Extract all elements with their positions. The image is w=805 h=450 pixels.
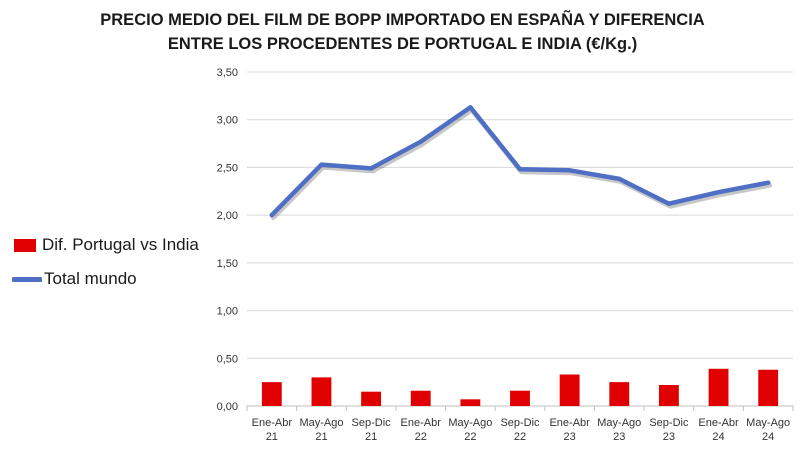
legend-item-line: Total mundo xyxy=(12,262,199,296)
y-tick-label: 3,50 xyxy=(217,67,238,79)
series-line xyxy=(269,105,771,218)
y-tick-label: 3,00 xyxy=(217,115,238,127)
x-tick-label: May-Ago xyxy=(746,417,790,429)
x-tick-label-year: 21 xyxy=(315,431,327,443)
x-tick-label-year: 24 xyxy=(762,431,774,443)
y-tick-label: 1,00 xyxy=(217,306,238,318)
x-tick-label-year: 22 xyxy=(514,431,526,443)
bar xyxy=(510,390,530,406)
bar xyxy=(559,374,580,406)
x-tick-label: Sep-Dic xyxy=(649,417,689,429)
legend-label-bars: Dif. Portugal vs India xyxy=(42,235,199,254)
x-tick-label: Ene-Abr xyxy=(698,417,739,429)
bar xyxy=(758,369,779,406)
x-tick-label-year: 23 xyxy=(613,431,625,443)
chart-title: PRECIO MEDIO DEL FILM DE BOPP IMPORTADO … xyxy=(0,8,805,56)
bar xyxy=(609,382,630,406)
bar xyxy=(658,385,679,406)
x-tick-label: Sep-Dic xyxy=(352,417,392,429)
y-tick-label: 0,00 xyxy=(217,401,238,413)
chart-title-line-2: ENTRE LOS PROCEDENTES DE PORTUGAL E INDI… xyxy=(167,35,638,53)
x-tick-label-year: 21 xyxy=(365,431,377,443)
x-tick-label-year: 21 xyxy=(266,431,278,443)
x-tick-label-year: 22 xyxy=(415,431,427,443)
legend: Dif. Portugal vs India Total mundo xyxy=(12,228,199,296)
x-tick-label: Ene-Abr xyxy=(252,417,293,429)
x-tick-label: May-Ago xyxy=(299,417,343,429)
bar xyxy=(708,368,729,406)
x-tick-label: Ene-Abr xyxy=(401,417,442,429)
bar xyxy=(410,390,431,406)
y-tick-label: 2,50 xyxy=(217,162,238,174)
bar xyxy=(361,391,382,406)
x-tick-label-year: 22 xyxy=(464,431,476,443)
y-tick-label: 2,00 xyxy=(217,210,238,222)
x-tick-label-year: 23 xyxy=(564,431,576,443)
x-tick-label: Ene-Abr xyxy=(549,417,590,429)
legend-line-swatch xyxy=(12,276,42,282)
legend-item-bars: Dif. Portugal vs India xyxy=(12,228,199,262)
x-tick-label-year: 24 xyxy=(712,431,724,443)
y-tick-label: 0,50 xyxy=(217,353,238,365)
x-tick-label: May-Ago xyxy=(448,417,492,429)
bar xyxy=(311,377,332,406)
series-line-shadow xyxy=(270,107,773,221)
y-tick-label: 1,50 xyxy=(217,258,238,270)
x-tick-label-year: 23 xyxy=(663,431,675,443)
x-tick-label: May-Ago xyxy=(597,417,641,429)
bar xyxy=(460,399,481,406)
legend-bar-swatch xyxy=(14,238,36,252)
legend-label-line: Total mundo xyxy=(44,269,137,288)
bar xyxy=(261,382,282,406)
chart-title-line-1: PRECIO MEDIO DEL FILM DE BOPP IMPORTADO … xyxy=(100,11,705,29)
x-tick-label: Sep-Dic xyxy=(500,417,540,429)
